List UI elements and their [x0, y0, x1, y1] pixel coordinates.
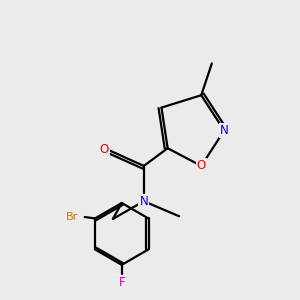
Text: N: N	[140, 195, 148, 208]
Text: Br: Br	[66, 212, 78, 222]
Text: O: O	[196, 159, 206, 172]
Text: O: O	[99, 143, 109, 157]
Text: F: F	[118, 276, 125, 289]
Text: N: N	[220, 124, 229, 137]
